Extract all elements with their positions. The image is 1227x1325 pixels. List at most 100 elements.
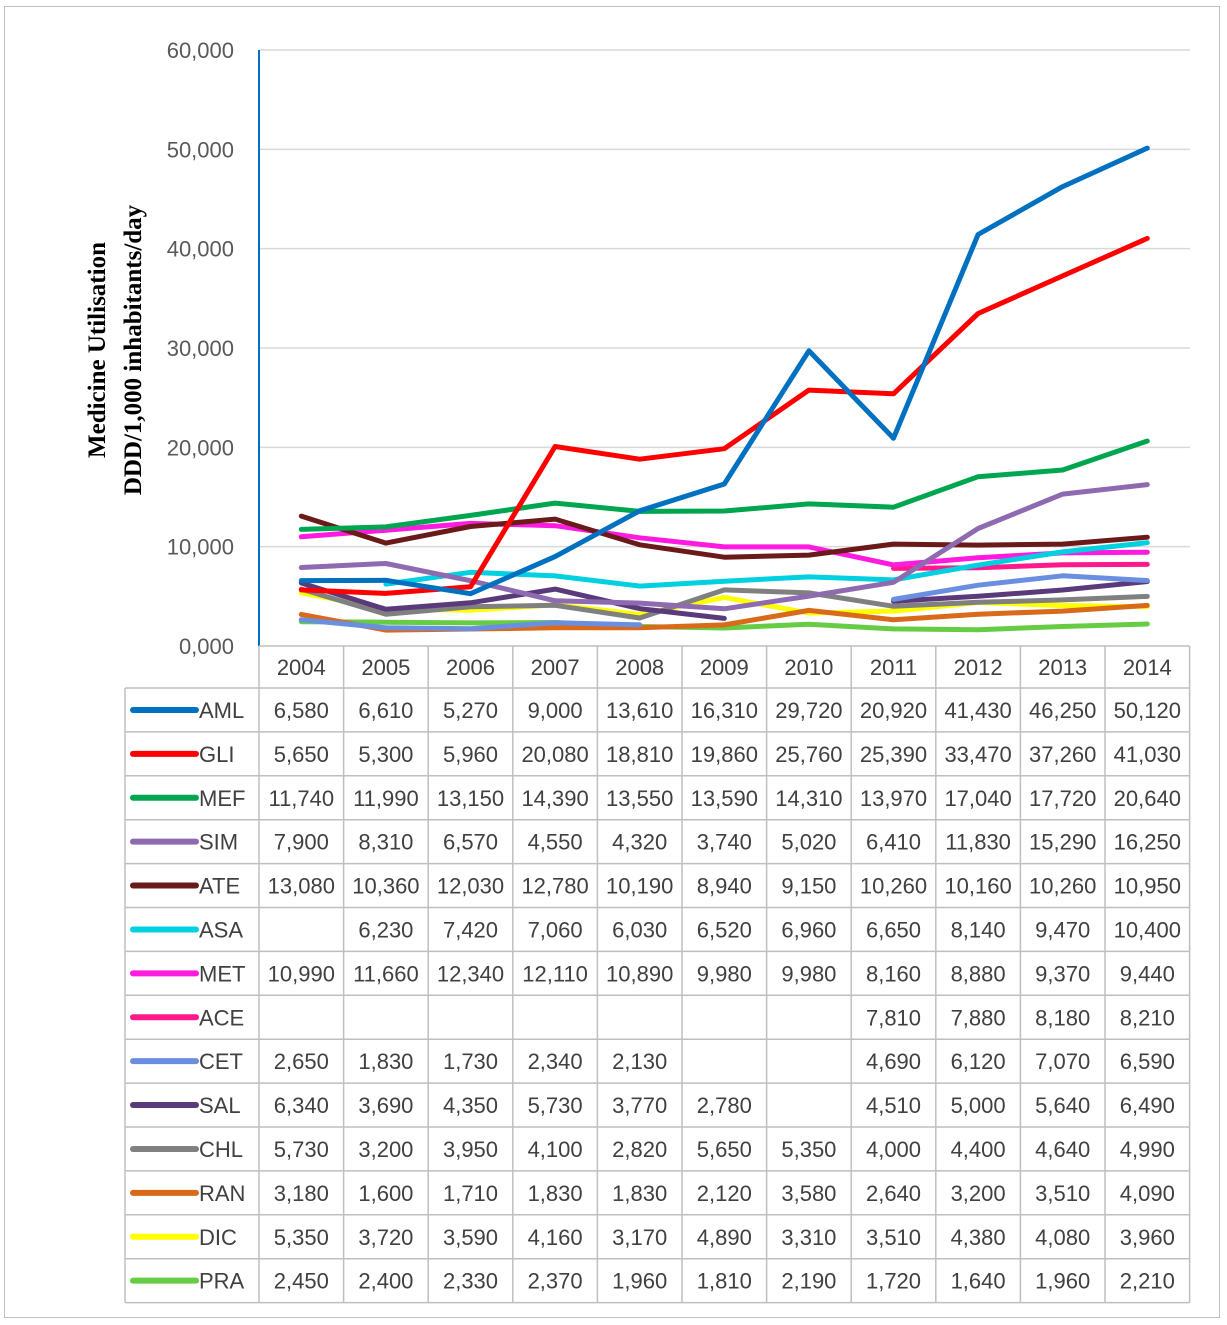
data-cell: 5,020: [781, 830, 836, 855]
data-cell: 6,230: [358, 917, 413, 942]
data-cell: 5,350: [781, 1137, 836, 1162]
data-cell: 4,090: [1120, 1181, 1175, 1206]
series-line-aml: [298, 145, 1150, 597]
y-tick-label: 30,000: [167, 336, 234, 361]
data-cell: 4,000: [866, 1137, 921, 1162]
legend-label-sim: SIM: [199, 830, 238, 855]
data-cell: 16,310: [691, 698, 758, 723]
x-tick-label: 2008: [615, 655, 664, 680]
data-cell: 5,000: [951, 1093, 1006, 1118]
data-cell: 5,270: [443, 698, 498, 723]
legend-label-asa: ASA: [199, 917, 243, 942]
data-cell: 7,880: [951, 1005, 1006, 1030]
data-cell: 20,640: [1114, 786, 1181, 811]
x-tick-label: 2014: [1123, 655, 1172, 680]
data-cell: 4,690: [866, 1049, 921, 1074]
data-cell: 6,960: [781, 917, 836, 942]
data-cell: 8,940: [697, 874, 752, 899]
data-cell: 3,770: [612, 1093, 667, 1118]
x-tick-label: 2005: [361, 655, 410, 680]
data-cell: 20,920: [860, 698, 927, 723]
data-cell: 10,950: [1114, 874, 1181, 899]
data-cell: 1,830: [358, 1049, 413, 1074]
data-cell: 13,970: [860, 786, 927, 811]
series-line-cet: [891, 573, 1150, 602]
data-cell: 5,350: [274, 1225, 329, 1250]
data-cell: 20,080: [521, 742, 588, 767]
data-cell: 8,180: [1035, 1005, 1090, 1030]
data-cell: 2,650: [274, 1049, 329, 1074]
data-cell: 10,260: [1029, 874, 1096, 899]
data-cell: 16,250: [1114, 830, 1181, 855]
data-cell: 2,370: [528, 1269, 583, 1294]
legend-label-mef: MEF: [199, 786, 245, 811]
series-line-pra: [298, 619, 1150, 633]
y-axis-title: Medicine Utilisation DDD/1,000 inhabitan…: [84, 204, 147, 495]
data-cell: 4,350: [443, 1093, 498, 1118]
series-lines: [298, 145, 1150, 633]
legend-label-chl: CHL: [199, 1137, 243, 1162]
series-line-chl: [298, 586, 1150, 621]
data-cell: 4,160: [528, 1225, 583, 1250]
data-cell: 2,120: [697, 1181, 752, 1206]
x-tick-label: 2013: [1038, 655, 1087, 680]
data-cell: 6,580: [274, 698, 329, 723]
y-axis: 0,000 10,000 20,000 30,000 40,000 50,000 60,00…: [167, 38, 260, 659]
chart-frame: [4, 6, 1220, 1318]
data-cell: 11,990: [353, 786, 419, 811]
data-cell: 2,450: [274, 1269, 329, 1294]
data-cell: 12,110: [522, 961, 588, 986]
data-cell: 9,000: [528, 698, 583, 723]
x-tick-label: 2007: [531, 655, 580, 680]
data-cell: 13,080: [268, 874, 335, 899]
y-axis-title-line2: DDD/1,000 inhabitants/day: [120, 204, 147, 495]
legend-label-sal: SAL: [199, 1093, 241, 1118]
data-cell: 37,260: [1029, 742, 1096, 767]
y-tick-label: 40,000: [167, 237, 234, 262]
data-cell: 8,880: [951, 961, 1006, 986]
series-line-sal: [298, 580, 727, 621]
data-cell: 4,320: [612, 830, 667, 855]
data-cell: 17,720: [1029, 786, 1096, 811]
data-cell: 9,980: [781, 961, 836, 986]
data-cell: 4,400: [951, 1137, 1006, 1162]
y-tick-label: 50,000: [167, 137, 234, 162]
data-cell: 9,980: [697, 961, 752, 986]
data-cell: 11,740: [268, 786, 334, 811]
data-cell: 6,610: [358, 698, 413, 723]
legend-label-pra: PRA: [199, 1269, 245, 1294]
x-tick-label: 2012: [954, 655, 1003, 680]
y-tick-label: 20,000: [167, 435, 234, 460]
data-cell: 4,100: [528, 1137, 583, 1162]
data-cell: 6,120: [951, 1049, 1006, 1074]
y-tick-label: 0,000: [179, 634, 234, 659]
data-cell: 1,600: [358, 1181, 413, 1206]
data-cell: 9,440: [1120, 961, 1175, 986]
data-cell: 2,210: [1120, 1269, 1175, 1294]
data-cell: 4,550: [528, 830, 583, 855]
data-cell: 33,470: [944, 742, 1011, 767]
data-cell: 41,430: [944, 698, 1011, 723]
data-cell: 9,470: [1035, 917, 1090, 942]
series-line-ate: [298, 513, 1150, 560]
data-cell: 18,810: [606, 742, 673, 767]
data-cell: 7,900: [274, 830, 329, 855]
data-cell: 10,360: [352, 874, 419, 899]
data-cell: 1,720: [866, 1269, 921, 1294]
data-cell: 2,130: [612, 1049, 667, 1074]
data-cell: 6,340: [274, 1093, 329, 1118]
data-cell: 2,640: [866, 1181, 921, 1206]
data-cell: 3,510: [866, 1225, 921, 1250]
data-cell: 2,400: [358, 1269, 413, 1294]
data-cell: 25,390: [860, 742, 927, 767]
y-tick-label: 10,000: [167, 535, 234, 560]
data-cell: 11,830: [945, 830, 1011, 855]
data-cell: 4,890: [697, 1225, 752, 1250]
data-cell: 6,570: [443, 830, 498, 855]
data-cell: 1,960: [612, 1269, 667, 1294]
legend-label-ate: ATE: [199, 874, 240, 899]
data-cell: 6,490: [1120, 1093, 1175, 1118]
data-cell: 6,520: [697, 917, 752, 942]
series-line-ace: [891, 561, 1150, 571]
